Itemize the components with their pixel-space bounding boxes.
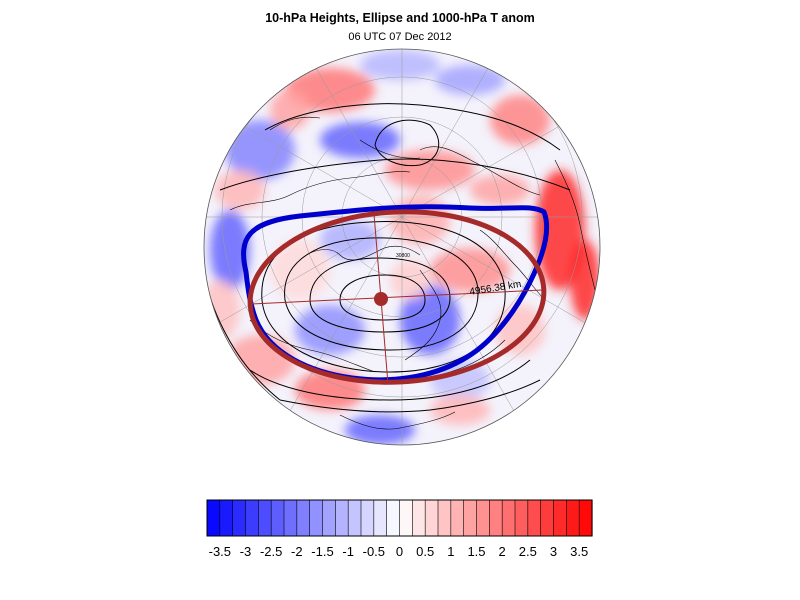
height-contour-line: [249, 359, 531, 401]
colorbar-swatch: [347, 499, 362, 537]
height-contour-line: [309, 257, 451, 333]
coastline: [269, 116, 321, 131]
map-border: [203, 48, 601, 446]
fitted-ellipse: [247, 209, 547, 385]
meridian-line: [282, 216, 403, 423]
colorbar-swatch: [322, 499, 336, 537]
colorbar-tick-label: -0.5: [363, 544, 385, 559]
anomaly-patch: [430, 248, 510, 292]
coastline: [229, 171, 411, 211]
colorbar-tick-label: -1: [342, 544, 354, 559]
colorbar-frame: [206, 499, 593, 537]
anomaly-patch: [390, 195, 450, 245]
anomaly-patch: [360, 50, 440, 80]
colorbar-swatch: [489, 499, 503, 537]
anomaly-patch: [490, 95, 550, 145]
colorbar-swatch: [501, 499, 516, 537]
colorbar-tick-label: 3.5: [570, 544, 588, 559]
colorbar-swatch: [373, 499, 388, 537]
colorbar-tick-label: 0.5: [416, 544, 434, 559]
meridian-line: [204, 216, 403, 337]
colorbar-swatch: [258, 499, 272, 537]
anomaly-patch: [210, 210, 250, 290]
colorbar-swatch: [399, 499, 413, 537]
coastline: [404, 269, 442, 361]
anomaly-patch: [270, 90, 310, 130]
graticule: [204, 49, 600, 445]
height-contour-line: [339, 274, 426, 321]
height-contour-line: [204, 249, 281, 401]
colorbar-tick-label: -2.5: [260, 544, 282, 559]
meridian-line: [401, 49, 522, 218]
colorbar-swatch: [270, 499, 285, 537]
anomaly-patch: [225, 120, 295, 180]
coastline: [554, 159, 596, 291]
meridian-line: [401, 216, 600, 337]
colorbar: -3.5 -3 -2.5 -2 -1.5 -1 -0.5 0 0.5 1 1.5 2 2.5 3 3.5: [206, 499, 593, 559]
height-contour-line: [374, 119, 440, 167]
colorbar-swatch: [309, 499, 324, 537]
colorbar-swatch: [514, 499, 529, 537]
colorbar-tick-label: -3.5: [209, 544, 231, 559]
meridian-line: [282, 49, 403, 218]
figure-subtitle: 06 UTC 07 Dec 2012: [348, 31, 451, 43]
height-contours: [204, 103, 571, 413]
meridian-line: [401, 216, 522, 423]
colorbar-tick-label: -1.5: [311, 544, 333, 559]
colorbar-swatch: [463, 499, 478, 537]
anomaly-patch: [570, 240, 600, 320]
colorbar-swatches: [206, 499, 593, 537]
colorbar-swatch: [360, 499, 375, 537]
colorbar-tick-label: -3: [240, 544, 252, 559]
colorbar-tick-label: 2: [499, 544, 506, 559]
colorbar-swatch: [527, 499, 542, 537]
colorbar-swatch: [437, 499, 452, 537]
colorbar-tick-label: 0: [396, 544, 403, 559]
colorbar-swatch: [232, 499, 247, 537]
coastline: [339, 411, 456, 430]
colorbar-swatch: [335, 499, 349, 537]
anomaly-patch: [295, 305, 365, 355]
ellipse-major-axis: [251, 289, 543, 305]
coastline: [359, 139, 421, 159]
colorbar-swatch: [450, 499, 465, 537]
colorbar-swatch: [245, 499, 259, 537]
anomaly-patch: [400, 285, 460, 355]
contour-value-label: 30800: [396, 253, 410, 259]
colorbar-swatch: [566, 499, 580, 537]
anomaly-patch: [385, 150, 475, 190]
polar-map: 4956.38 km 30800: [203, 48, 601, 446]
colorbar-swatch: [219, 499, 234, 537]
anomaly-patch: [345, 415, 415, 445]
colorbar-tick-label: 3: [550, 544, 557, 559]
ellipse-center-marker: [374, 292, 388, 306]
anomaly-patch: [435, 65, 505, 95]
anomaly-patch: [470, 175, 530, 205]
colorbar-swatch: [206, 499, 221, 537]
height-contour-line: [219, 158, 571, 191]
height-contour-line: [264, 103, 561, 151]
colorbar-swatch: [424, 499, 439, 537]
anomaly-patch: [430, 395, 490, 425]
colorbar-swatch: [412, 499, 426, 537]
colorbar-tick-labels: -3.5 -3 -2.5 -2 -1.5 -1 -0.5 0 0.5 1 1.5 2 2.5 3 3.5: [209, 544, 589, 559]
colorbar-swatch: [476, 499, 490, 537]
height-contour-line: [279, 379, 541, 413]
colorbar-swatch: [296, 499, 311, 537]
anomaly-patch: [204, 280, 240, 340]
colorbar-tick-label: 2.5: [519, 544, 537, 559]
colorbar-swatch: [578, 499, 593, 537]
colorbar-swatch: [553, 499, 567, 537]
colorbar-swatch: [540, 499, 555, 537]
colorbar-tick-label: 1: [447, 544, 454, 559]
height-contour-line: [261, 221, 506, 373]
colorbar-swatch: [283, 499, 298, 537]
figure-title: 10-hPa Heights, Ellipse and 1000-hPa T a…: [265, 11, 535, 25]
colorbar-tick-label: -2: [291, 544, 303, 559]
colorbar-swatch: [386, 499, 401, 537]
colorbar-tick-label: 1.5: [467, 544, 485, 559]
height-contour-line: [284, 237, 479, 351]
